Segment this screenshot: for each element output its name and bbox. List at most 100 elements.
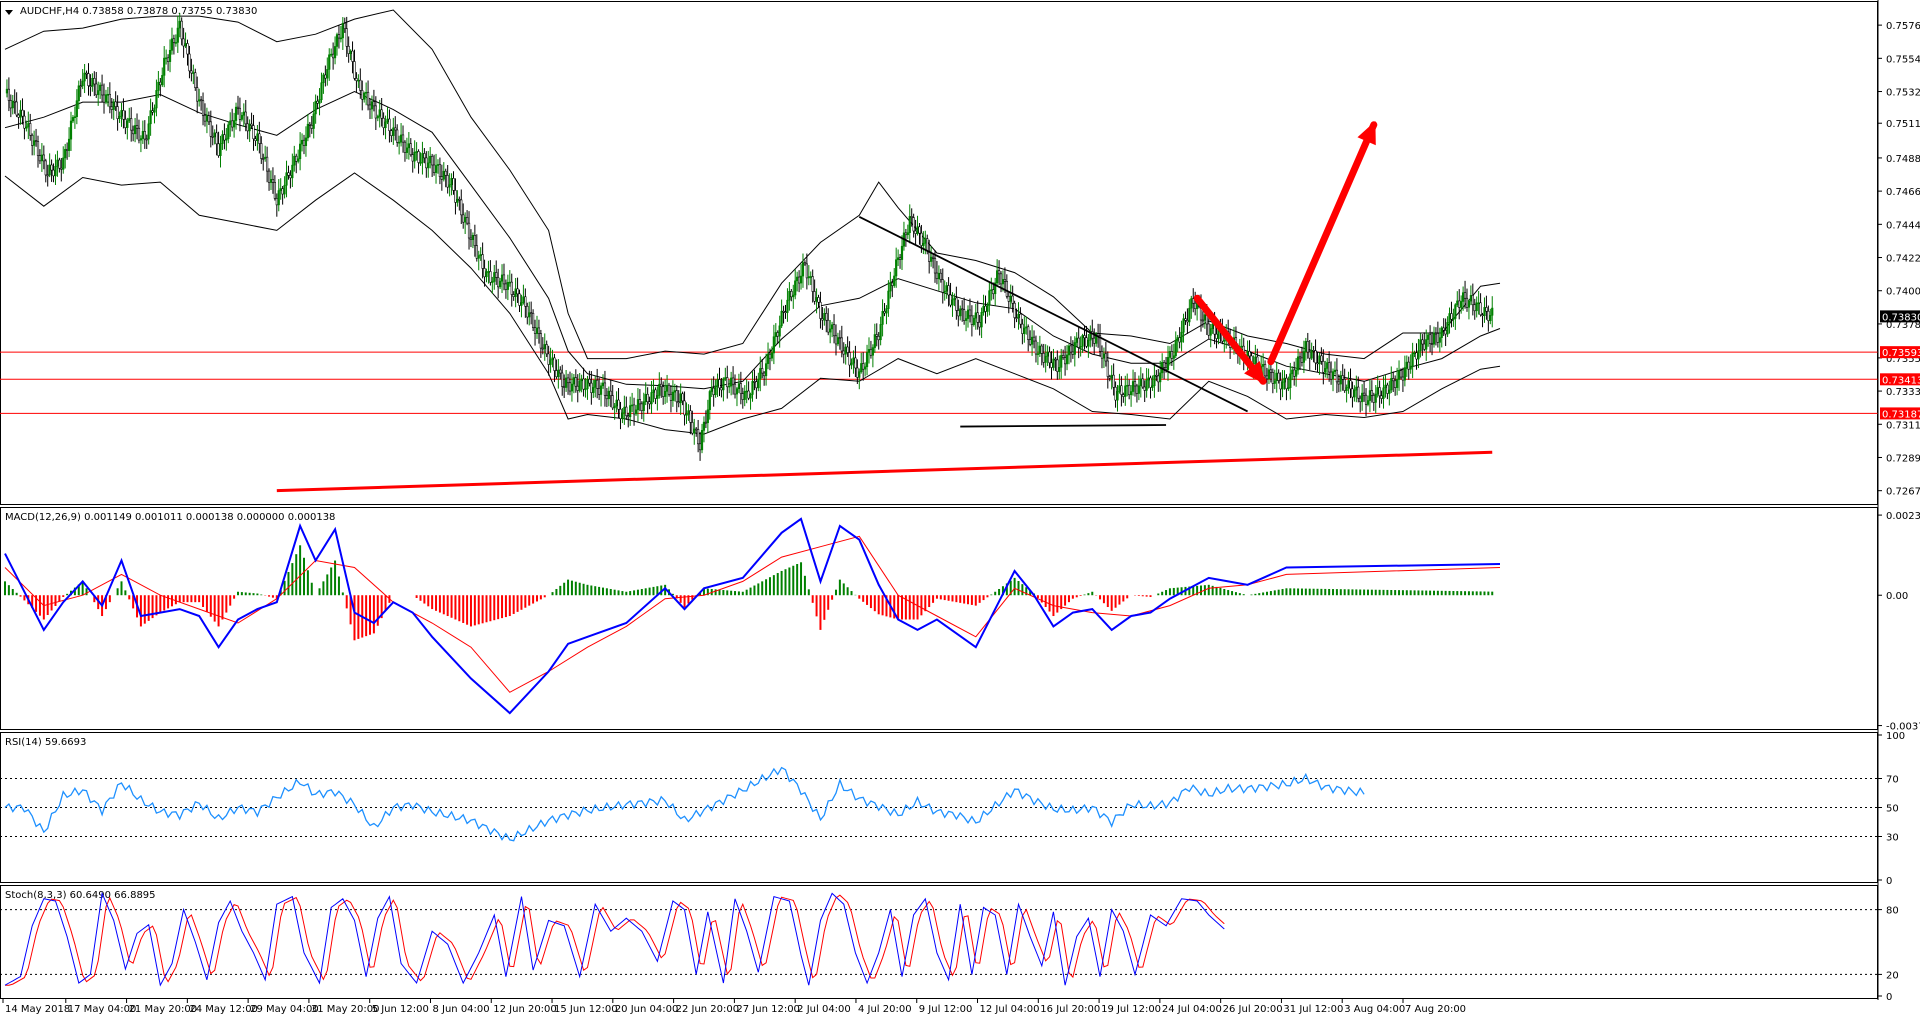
candle-body	[1436, 333, 1439, 343]
candle-body	[366, 91, 370, 106]
candle-body	[1155, 374, 1158, 377]
candle-body	[332, 53, 335, 59]
candle-body	[1324, 368, 1327, 373]
candle-body	[157, 81, 160, 91]
candle-body	[1483, 307, 1486, 316]
candle-body	[471, 235, 475, 240]
candle-body	[931, 256, 935, 259]
stoch-tick-label: 80	[1886, 906, 1899, 917]
candle-body	[937, 272, 940, 279]
candle-body	[1411, 352, 1414, 367]
candle-body	[576, 385, 579, 391]
candle-body	[33, 140, 36, 146]
candle-body	[704, 421, 708, 424]
candle-body	[254, 138, 257, 141]
candle-body	[209, 121, 212, 137]
candle-body	[283, 184, 286, 195]
candle-body	[875, 334, 878, 337]
candle-body	[997, 270, 1001, 275]
candle-body	[1149, 377, 1152, 388]
candle-body	[1442, 327, 1445, 331]
candle-body	[1271, 372, 1274, 384]
candle-body	[293, 155, 296, 166]
candle-body	[1448, 313, 1451, 323]
candle-body	[1023, 327, 1026, 334]
candle-body	[40, 154, 43, 162]
candle-body	[1145, 379, 1148, 391]
candle-body	[112, 101, 115, 110]
candle-body	[401, 134, 405, 143]
candle-body	[823, 312, 826, 321]
candle-body	[996, 270, 999, 284]
candle-body	[207, 115, 210, 123]
candle-body	[964, 318, 968, 321]
candle-body	[741, 393, 744, 400]
candle-body	[1098, 335, 1102, 352]
candle-body	[862, 363, 865, 370]
candle-body	[970, 315, 973, 325]
x-tick-label: 31 Jul 12:00	[1283, 1004, 1343, 1015]
candle-body	[926, 238, 929, 252]
candle-body	[897, 257, 900, 261]
candle-body	[1380, 395, 1383, 399]
candle-body	[155, 90, 158, 109]
candle-body	[916, 226, 919, 234]
candle-body	[203, 115, 207, 122]
candle-body	[1058, 367, 1061, 372]
candle-body	[918, 226, 921, 234]
candle-body	[570, 383, 574, 392]
candle-body	[1067, 345, 1071, 356]
candle-body	[883, 311, 886, 314]
candle-body	[205, 115, 209, 122]
candle-body	[287, 172, 290, 176]
candle-body	[972, 317, 975, 325]
candle-body	[372, 101, 375, 107]
candle-body	[1452, 318, 1455, 320]
candle-body	[893, 275, 896, 286]
candle-body	[419, 162, 422, 164]
candle-body	[67, 138, 71, 151]
rsi-tick-label: 70	[1886, 775, 1899, 786]
candle-body	[337, 34, 341, 39]
candle-body	[97, 90, 100, 96]
candle-body	[71, 117, 75, 122]
candle-body	[1083, 335, 1086, 339]
candle-body	[432, 164, 436, 173]
collapse-triangle-icon[interactable]	[5, 10, 13, 15]
candle-body	[532, 313, 535, 328]
candle-body	[858, 371, 861, 378]
candle-body	[933, 258, 937, 274]
candle-body	[180, 20, 183, 40]
candle-body	[508, 281, 511, 284]
candle-body	[603, 382, 607, 396]
candle-body	[803, 262, 807, 265]
candle-body	[271, 178, 275, 183]
candle-body	[561, 372, 564, 387]
x-tick-label: 19 Jul 12:00	[1101, 1004, 1161, 1015]
candle-body	[1462, 292, 1465, 302]
candle-body	[38, 155, 42, 162]
candle-body	[1349, 380, 1352, 390]
candle-body	[365, 91, 368, 94]
candle-body	[349, 50, 352, 54]
candle-body	[1419, 339, 1422, 352]
candle-body	[1176, 337, 1179, 341]
candle-body	[768, 353, 772, 359]
candle-body	[81, 80, 84, 87]
candle-body	[1491, 307, 1494, 316]
candle-body	[1361, 392, 1364, 403]
candle-body	[149, 110, 152, 125]
candle-body	[1450, 313, 1453, 320]
candle-body	[644, 393, 647, 403]
candle-body	[514, 288, 517, 297]
x-tick-label: 5 Jun 12:00	[372, 1004, 429, 1015]
candle-body	[596, 379, 599, 389]
x-tick-label: 24 Jul 04:00	[1162, 1004, 1222, 1015]
candle-body	[297, 158, 300, 162]
x-tick-label: 3 Aug 04:00	[1344, 1004, 1405, 1015]
current-price-label: 0.73830	[1882, 312, 1920, 323]
candle-body	[867, 349, 871, 353]
candle-body	[143, 131, 146, 140]
candle-body	[199, 99, 203, 102]
